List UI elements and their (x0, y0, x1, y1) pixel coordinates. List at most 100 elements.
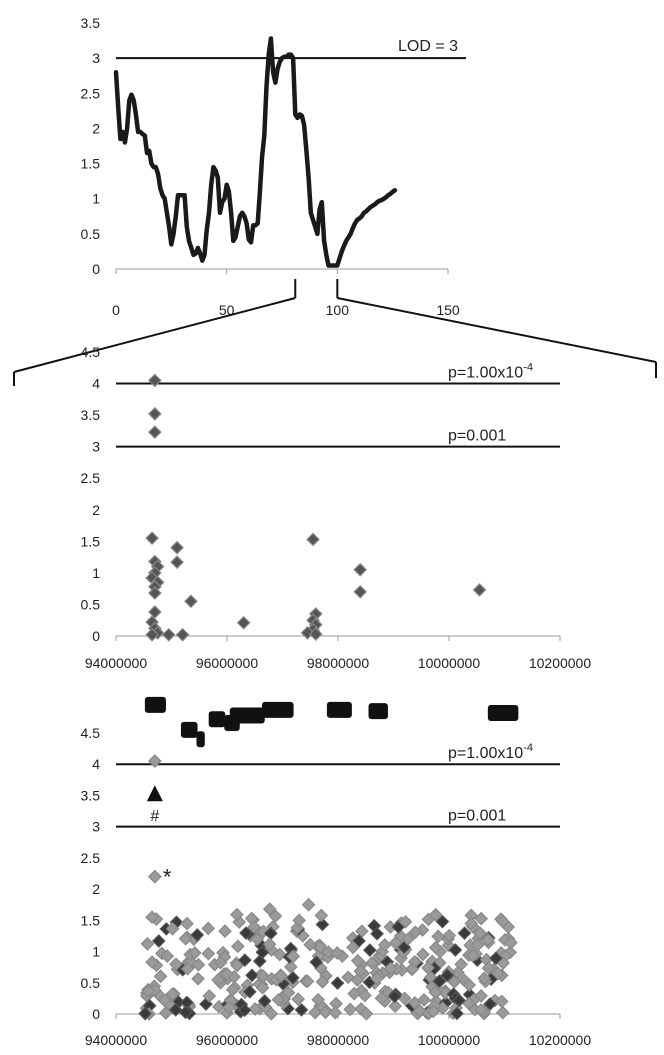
scatter-bottom-point (365, 956, 379, 970)
scatter-bottom-point (481, 932, 495, 947)
scatter-bottom-point (431, 929, 446, 944)
scatter-bottom-point (141, 984, 156, 998)
scatter-bottom-point (481, 961, 496, 976)
gene-block (208, 711, 226, 728)
scatter-top-point (145, 531, 159, 546)
scatter-bottom-point (440, 968, 455, 983)
scatter-bottom-point (301, 897, 316, 912)
scatter-top-point (308, 627, 323, 641)
scatter-bottom-point (474, 989, 488, 1003)
lod-x-tick-marks (115, 269, 449, 274)
gene-block (261, 701, 294, 718)
scatter-bottom-point (450, 1006, 464, 1021)
scatter-bottom-point (157, 993, 172, 1008)
scatter-bottom-point (318, 1005, 333, 1020)
scatter-bottom-point (201, 921, 216, 936)
scatter-bottom-point (428, 940, 443, 955)
scatter-top-x-tick-labels: 94000000 96000000 98000000 10000000 10200000 (85, 655, 592, 671)
c-scatter-y-tick-label: 4.5 (81, 725, 101, 741)
scatter-top-point (300, 625, 315, 640)
triangle-marker-label: # (150, 808, 159, 825)
scatter-bottom-point (421, 961, 435, 975)
scatter-bottom-point (416, 947, 430, 962)
scatter-bottom-point (274, 969, 288, 983)
star-marker-label: * (163, 865, 172, 890)
scatter-bottom-point (438, 986, 453, 1000)
scatter-bottom-x-tick-labels: 94000000 96000000 98000000 10000000 10200000 (85, 1032, 592, 1048)
scatter-top-point (145, 627, 159, 642)
zoom-line-right (337, 297, 657, 363)
scatter-top-point (184, 594, 198, 609)
scatter-bottom-point (383, 961, 398, 976)
scatter-bottom-point (504, 935, 518, 950)
association-scatter-bottom: 0 0.5 1 1.5 2 2.5 3 3.5 4 4.5 94000000 96000000 980… (81, 696, 592, 1048)
c-scatter-y-tick-label: 3.5 (81, 787, 101, 803)
scatter-top-point (236, 615, 251, 630)
scatter-bottom-point (286, 970, 300, 985)
scatter-bottom-point (495, 1005, 510, 1020)
b-scatter-y-tick-label: 1.5 (81, 533, 101, 549)
scatter-bottom-point (262, 937, 277, 952)
scatter-bottom-point (350, 953, 365, 968)
scatter-bottom-point (426, 1004, 441, 1019)
scatter-bottom-point (230, 958, 244, 973)
scatter-bottom-point (363, 943, 377, 957)
scatter-bottom-point (245, 968, 259, 983)
scatter-bottom-point (491, 966, 505, 981)
scatter-bottom-point (328, 1005, 343, 1020)
scatter-bottom-point (315, 975, 330, 989)
scatter-bottom-point (313, 940, 328, 955)
scatter-top-point (170, 555, 184, 570)
scatter-bottom-point (292, 913, 306, 928)
scatter-bottom-point (447, 975, 462, 989)
lod-y-tick-label: 0.5 (81, 226, 101, 242)
scatter-bottom-point (462, 996, 476, 1011)
scatter-bottom-point (187, 946, 202, 960)
c-scatter-y-tick-label: 2.5 (81, 850, 101, 866)
lod-y-tick-labels: 0 0.5 1 1.5 2 2.5 3 3.5 (81, 15, 101, 277)
scatter-bottom-point (191, 971, 205, 986)
scatter-bottom-point (213, 955, 228, 970)
scatter-bottom-point (442, 928, 457, 943)
scatter-bottom-point (309, 955, 324, 969)
scatter-bottom-points (138, 754, 518, 1021)
b-scatter-y-tick-label: 2 (92, 502, 100, 518)
scatter-bottom-point (291, 992, 305, 1006)
scatter-bottom-point (415, 923, 430, 937)
scatter-bottom-point (370, 971, 384, 986)
scatter-top-point (170, 540, 184, 555)
scatter-bottom-point (464, 916, 479, 931)
scatter-bottom-point (347, 986, 362, 1001)
scatter-bottom-point (256, 924, 271, 939)
scatter-bottom-point (462, 978, 477, 992)
scatter-bottom-point (230, 907, 244, 922)
scatter-bottom-point (255, 980, 270, 995)
scatter-bottom-point (477, 971, 491, 986)
b-scatter-y-tick-label: 1 (92, 565, 100, 581)
scatter-bottom-point (178, 1005, 193, 1020)
scatter-bottom-point (180, 916, 194, 931)
scatter-bottom-point (377, 938, 392, 952)
scatter-bottom-point (330, 946, 345, 960)
b-scatter-x-tick-label: 94000000 (85, 655, 148, 671)
scatter-top-points (145, 373, 487, 642)
lod-y-tick-label: 0 (92, 261, 100, 277)
lod-y-tick-label: 2.5 (81, 85, 101, 101)
scatter-bottom-point (145, 910, 159, 925)
c-scatter-y-tick-label: 1.5 (81, 912, 101, 928)
scatter-top-point (161, 627, 176, 642)
scatter-bottom-point (262, 902, 277, 916)
scatter-top-point (306, 532, 320, 547)
scatter-bottom-point (232, 915, 247, 929)
scatter-bottom-point (470, 938, 485, 952)
scatter-bottom-point (231, 939, 245, 954)
scatter-bottom-point (401, 932, 415, 946)
scatter-bottom-point (350, 973, 365, 987)
scatter-bottom-point (237, 1003, 252, 1018)
scatter-bottom-point (191, 957, 206, 972)
scatter-bottom-point (457, 926, 472, 941)
lod-x-tick-label: 100 (326, 302, 350, 318)
c-scatter-y-tick-label: 2 (92, 881, 100, 897)
scatter-top-point (175, 627, 190, 642)
